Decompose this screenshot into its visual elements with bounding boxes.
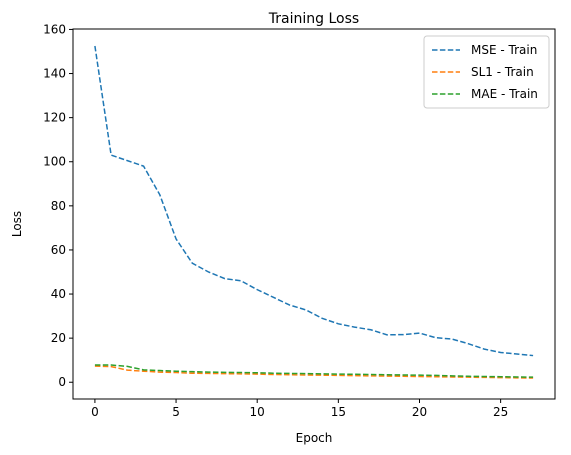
legend: MSE - Train SL1 - Train MAE - Train bbox=[423, 35, 550, 109]
x-axis-label: Epoch bbox=[296, 431, 333, 445]
y-tick-label: 80 bbox=[51, 199, 66, 213]
legend-label: MAE - Train bbox=[471, 87, 538, 101]
series-line-sl1-train bbox=[94, 365, 534, 379]
y-tick-label: 120 bbox=[43, 111, 66, 125]
legend-box bbox=[423, 35, 550, 109]
y-tick-label: 0 bbox=[58, 375, 66, 389]
y-tick-label: 140 bbox=[43, 67, 66, 81]
x-tick-label: 5 bbox=[172, 405, 180, 419]
plot-frame bbox=[72, 28, 556, 400]
plot-area: 0 5 10 15 20 25 0 20 40 60 80 100 120 140 160 bbox=[43, 22, 534, 419]
x-tick-label: 0 bbox=[91, 405, 99, 419]
legend-label: SL1 - Train bbox=[471, 65, 534, 79]
y-axis-label: Loss bbox=[10, 211, 24, 237]
y-tick-label: 40 bbox=[51, 287, 66, 301]
legend-label: MSE - Train bbox=[471, 43, 537, 57]
y-tick-label: 160 bbox=[43, 22, 66, 36]
series-line-mae-train bbox=[94, 364, 534, 378]
x-tick-label: 25 bbox=[493, 405, 508, 419]
y-tick-label: 60 bbox=[51, 243, 66, 257]
x-tick-label: 20 bbox=[412, 405, 427, 419]
chart-title: Training Loss bbox=[268, 11, 359, 27]
y-tick-label: 100 bbox=[43, 155, 66, 169]
x-tick-label: 10 bbox=[250, 405, 265, 419]
y-tick-label: 20 bbox=[51, 331, 66, 345]
x-tick-label: 15 bbox=[331, 405, 346, 419]
series-line-mse-train bbox=[94, 45, 534, 357]
